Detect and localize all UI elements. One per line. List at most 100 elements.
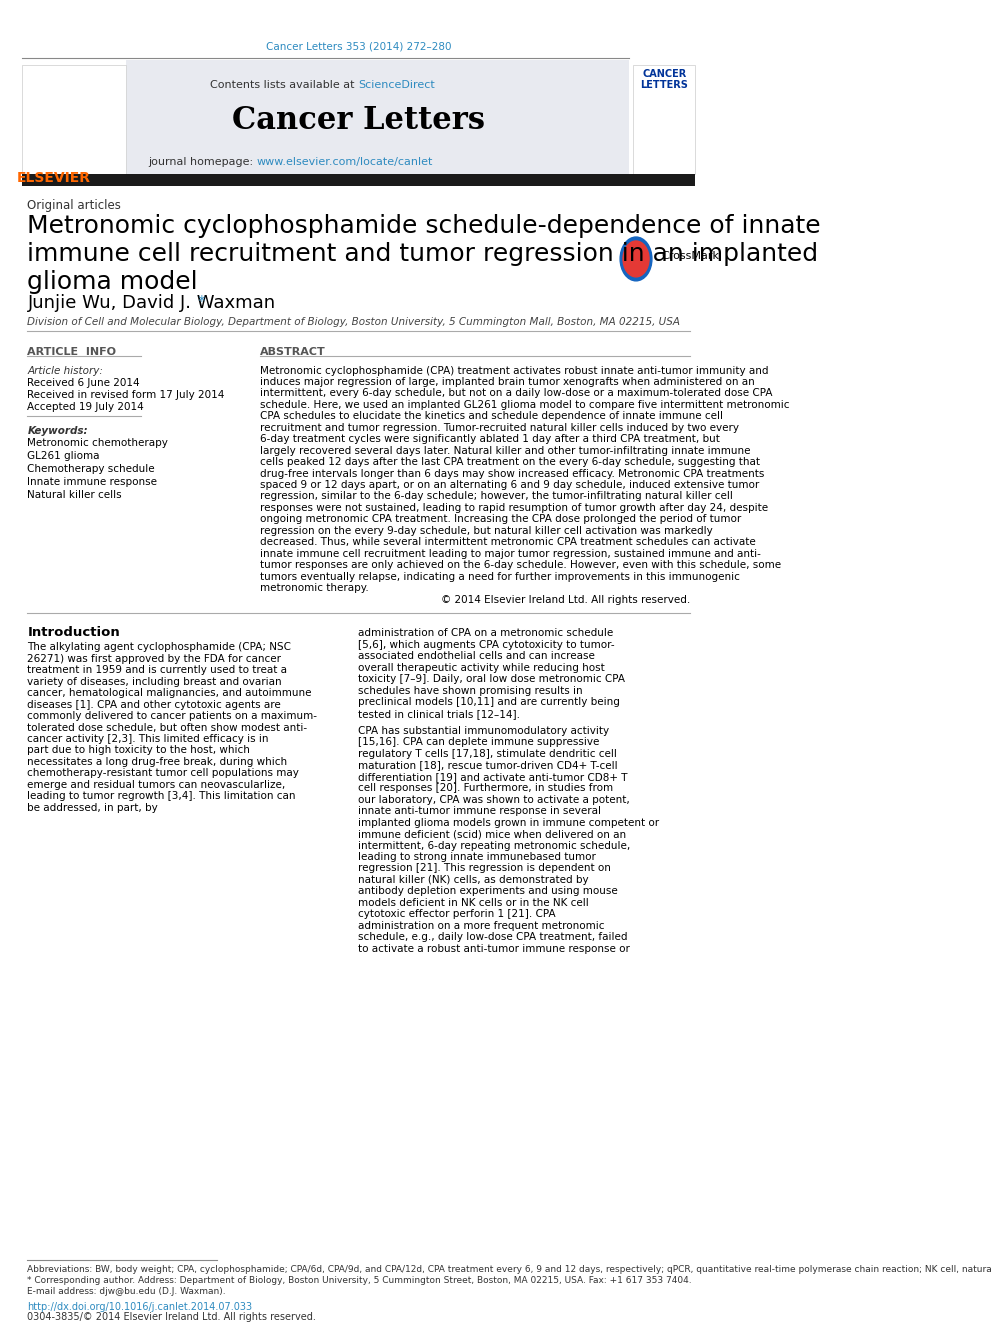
Text: intermittent, every 6-day schedule, but not on a daily low-dose or a maximum-tol: intermittent, every 6-day schedule, but …	[260, 389, 773, 398]
Text: cancer, hematological malignancies, and autoimmune: cancer, hematological malignancies, and …	[28, 688, 311, 699]
Text: overall therapeutic activity while reducing host: overall therapeutic activity while reduc…	[358, 663, 605, 673]
Text: metronomic therapy.: metronomic therapy.	[260, 583, 369, 593]
Text: administration on a more frequent metronomic: administration on a more frequent metron…	[358, 921, 605, 931]
Text: Original articles: Original articles	[28, 200, 121, 212]
Text: immune cell recruitment and tumor regression in an implanted: immune cell recruitment and tumor regres…	[28, 242, 818, 266]
Text: implanted glioma models grown in immune competent or: implanted glioma models grown in immune …	[358, 818, 660, 828]
Text: variety of diseases, including breast and ovarian: variety of diseases, including breast an…	[28, 677, 282, 687]
FancyBboxPatch shape	[633, 65, 695, 175]
Text: Innate immune response: Innate immune response	[28, 478, 158, 487]
Text: decreased. Thus, while several intermittent metronomic CPA treatment schedules c: decreased. Thus, while several intermitt…	[260, 537, 756, 548]
Text: models deficient in NK cells or in the NK cell: models deficient in NK cells or in the N…	[358, 898, 589, 908]
Text: Received in revised form 17 July 2014: Received in revised form 17 July 2014	[28, 390, 225, 401]
Text: part due to high toxicity to the host, which: part due to high toxicity to the host, w…	[28, 745, 250, 755]
Text: Metronomic cyclophosphamide schedule-dependence of innate: Metronomic cyclophosphamide schedule-dep…	[28, 214, 821, 238]
Text: glioma model: glioma model	[28, 270, 198, 294]
Text: leading to tumor regrowth [3,4]. This limitation can: leading to tumor regrowth [3,4]. This li…	[28, 791, 296, 802]
Text: associated endothelial cells and can increase: associated endothelial cells and can inc…	[358, 651, 595, 662]
Text: largely recovered several days later. Natural killer and other tumor-infiltratin: largely recovered several days later. Na…	[260, 446, 751, 455]
Text: Cancer Letters: Cancer Letters	[232, 105, 485, 135]
Text: Cancer Letters 353 (2014) 272–280: Cancer Letters 353 (2014) 272–280	[266, 42, 451, 52]
Text: regression on the every 9-day schedule, but natural killer cell activation was m: regression on the every 9-day schedule, …	[260, 525, 713, 536]
Text: leading to strong innate immunebased tumor: leading to strong innate immunebased tum…	[358, 852, 596, 863]
Text: CANCER
LETTERS: CANCER LETTERS	[640, 69, 688, 90]
Text: CrossMark: CrossMark	[662, 251, 719, 261]
Text: be addressed, in part, by: be addressed, in part, by	[28, 803, 158, 812]
Text: Introduction: Introduction	[28, 627, 120, 639]
Text: antibody depletion experiments and using mouse: antibody depletion experiments and using…	[358, 886, 618, 897]
FancyBboxPatch shape	[127, 60, 629, 175]
Text: Accepted 19 July 2014: Accepted 19 July 2014	[28, 402, 144, 413]
Text: Article history:: Article history:	[28, 365, 103, 376]
Text: Chemotherapy schedule: Chemotherapy schedule	[28, 464, 155, 474]
Text: © 2014 Elsevier Ireland Ltd. All rights reserved.: © 2014 Elsevier Ireland Ltd. All rights …	[441, 594, 690, 605]
Text: tumor responses are only achieved on the 6-day schedule. However, even with this: tumor responses are only achieved on the…	[260, 560, 782, 570]
Text: tolerated dose schedule, but often show modest anti-: tolerated dose schedule, but often show …	[28, 722, 308, 733]
Text: regression [21]. This regression is dependent on: regression [21]. This regression is depe…	[358, 864, 611, 873]
Text: schedules have shown promising results in: schedules have shown promising results i…	[358, 685, 583, 696]
Text: differentiation [19] and activate anti-tumor CD8+ T: differentiation [19] and activate anti-t…	[358, 771, 628, 782]
Text: CPA has substantial immunomodulatory activity: CPA has substantial immunomodulatory act…	[358, 726, 610, 736]
Circle shape	[620, 237, 652, 280]
Text: tumors eventually relapse, indicating a need for further improvements in this im: tumors eventually relapse, indicating a …	[260, 572, 740, 582]
Text: chemotherapy-resistant tumor cell populations may: chemotherapy-resistant tumor cell popula…	[28, 769, 300, 778]
Text: [5,6], which augments CPA cytotoxicity to tumor-: [5,6], which augments CPA cytotoxicity t…	[358, 640, 615, 650]
Text: cells peaked 12 days after the last CPA treatment on the every 6-day schedule, s: cells peaked 12 days after the last CPA …	[260, 458, 760, 467]
Text: [15,16]. CPA can deplete immune suppressive: [15,16]. CPA can deplete immune suppress…	[358, 737, 600, 747]
Text: schedule, e.g., daily low-dose CPA treatment, failed: schedule, e.g., daily low-dose CPA treat…	[358, 933, 628, 942]
Text: ScienceDirect: ScienceDirect	[358, 79, 435, 90]
Text: ABSTRACT: ABSTRACT	[260, 347, 326, 357]
Text: regression, similar to the 6-day schedule; however, the tumor-infiltrating natur: regression, similar to the 6-day schedul…	[260, 491, 733, 501]
Text: administration of CPA on a metronomic schedule: administration of CPA on a metronomic sc…	[358, 628, 614, 639]
Text: necessitates a long drug-free break, during which: necessitates a long drug-free break, dur…	[28, 757, 288, 767]
Text: maturation [18], rescue tumor-driven CD4+ T-cell: maturation [18], rescue tumor-driven CD4…	[358, 761, 618, 770]
Text: ARTICLE  INFO: ARTICLE INFO	[28, 347, 116, 357]
Text: treatment in 1959 and is currently used to treat a: treatment in 1959 and is currently used …	[28, 665, 288, 675]
Text: Metronomic cyclophosphamide (CPA) treatment activates robust innate anti-tumor i: Metronomic cyclophosphamide (CPA) treatm…	[260, 365, 769, 376]
Text: cytotoxic effector perforin 1 [21]. CPA: cytotoxic effector perforin 1 [21]. CPA	[358, 909, 557, 919]
Text: www.elsevier.com/locate/canlet: www.elsevier.com/locate/canlet	[257, 157, 433, 167]
Text: CPA schedules to elucidate the kinetics and schedule dependence of innate immune: CPA schedules to elucidate the kinetics …	[260, 411, 723, 421]
Text: cell responses [20]. Furthermore, in studies from: cell responses [20]. Furthermore, in stu…	[358, 783, 614, 794]
Text: our laboratory, CPA was shown to activate a potent,: our laboratory, CPA was shown to activat…	[358, 795, 630, 804]
FancyBboxPatch shape	[22, 65, 127, 175]
Text: immune deficient (scid) mice when delivered on an: immune deficient (scid) mice when delive…	[358, 830, 627, 839]
Text: 0304-3835/© 2014 Elsevier Ireland Ltd. All rights reserved.: 0304-3835/© 2014 Elsevier Ireland Ltd. A…	[28, 1311, 316, 1322]
Text: natural killer (NK) cells, as demonstrated by: natural killer (NK) cells, as demonstrat…	[358, 875, 589, 885]
Text: Keywords:: Keywords:	[28, 426, 88, 437]
Text: ongoing metronomic CPA treatment. Increasing the CPA dose prolonged the period o: ongoing metronomic CPA treatment. Increa…	[260, 515, 741, 524]
Text: The alkylating agent cyclophosphamide (CPA; NSC: The alkylating agent cyclophosphamide (C…	[28, 643, 292, 652]
Text: diseases [1]. CPA and other cytotoxic agents are: diseases [1]. CPA and other cytotoxic ag…	[28, 700, 281, 709]
Text: commonly delivered to cancer patients on a maximum-: commonly delivered to cancer patients on…	[28, 710, 317, 721]
Text: intermittent, 6-day repeating metronomic schedule,: intermittent, 6-day repeating metronomic…	[358, 840, 631, 851]
Text: to activate a robust anti-tumor immune response or: to activate a robust anti-tumor immune r…	[358, 943, 630, 954]
Text: http://dx.doi.org/10.1016/j.canlet.2014.07.033: http://dx.doi.org/10.1016/j.canlet.2014.…	[28, 1302, 253, 1311]
Text: Abbreviations: BW, body weight; CPA, cyclophosphamide; CPA/6d, CPA/9d, and CPA/1: Abbreviations: BW, body weight; CPA, cyc…	[28, 1265, 992, 1274]
Text: innate anti-tumor immune response in several: innate anti-tumor immune response in sev…	[358, 806, 601, 816]
Text: Contents lists available at: Contents lists available at	[210, 79, 358, 90]
Text: recruitment and tumor regression. Tumor-recruited natural killer cells induced b: recruitment and tumor regression. Tumor-…	[260, 423, 739, 433]
Text: preclinical models [10,11] and are currently being: preclinical models [10,11] and are curre…	[358, 697, 620, 708]
Text: Division of Cell and Molecular Biology, Department of Biology, Boston University: Division of Cell and Molecular Biology, …	[28, 316, 681, 327]
Text: drug-free intervals longer than 6 days may show increased efficacy. Metronomic C: drug-free intervals longer than 6 days m…	[260, 468, 765, 479]
Text: Junjie Wu, David J. Waxman: Junjie Wu, David J. Waxman	[28, 294, 276, 312]
Text: 6-day treatment cycles were significantly ablated 1 day after a third CPA treatm: 6-day treatment cycles were significantl…	[260, 434, 720, 445]
Text: innate immune cell recruitment leading to major tumor regression, sustained immu: innate immune cell recruitment leading t…	[260, 549, 761, 558]
Text: E-mail address: djw@bu.edu (D.J. Waxman).: E-mail address: djw@bu.edu (D.J. Waxman)…	[28, 1287, 226, 1295]
Text: cancer activity [2,3]. This limited efficacy is in: cancer activity [2,3]. This limited effi…	[28, 734, 269, 744]
Text: GL261 glioma: GL261 glioma	[28, 451, 100, 462]
Text: emerge and residual tumors can neovascularlize,: emerge and residual tumors can neovascul…	[28, 779, 286, 790]
Text: induces major regression of large, implanted brain tumor xenografts when adminis: induces major regression of large, impla…	[260, 377, 755, 386]
Text: *: *	[193, 294, 205, 308]
Text: journal homepage:: journal homepage:	[148, 157, 257, 167]
Text: 26271) was first approved by the FDA for cancer: 26271) was first approved by the FDA for…	[28, 654, 282, 664]
Text: responses were not sustained, leading to rapid resumption of tumor growth after : responses were not sustained, leading to…	[260, 503, 769, 513]
Text: ELSEVIER: ELSEVIER	[17, 171, 91, 185]
Text: tested in clinical trials [12–14].: tested in clinical trials [12–14].	[358, 709, 521, 718]
Text: toxicity [7–9]. Daily, oral low dose metronomic CPA: toxicity [7–9]. Daily, oral low dose met…	[358, 675, 626, 684]
Text: Natural killer cells: Natural killer cells	[28, 490, 122, 500]
Text: regulatory T cells [17,18], stimulate dendritic cell: regulatory T cells [17,18], stimulate de…	[358, 749, 617, 759]
Text: spaced 9 or 12 days apart, or on an alternating 6 and 9 day schedule, induced ex: spaced 9 or 12 days apart, or on an alte…	[260, 480, 760, 490]
Circle shape	[623, 241, 649, 277]
Text: schedule. Here, we used an implanted GL261 glioma model to compare five intermit: schedule. Here, we used an implanted GL2…	[260, 400, 790, 410]
